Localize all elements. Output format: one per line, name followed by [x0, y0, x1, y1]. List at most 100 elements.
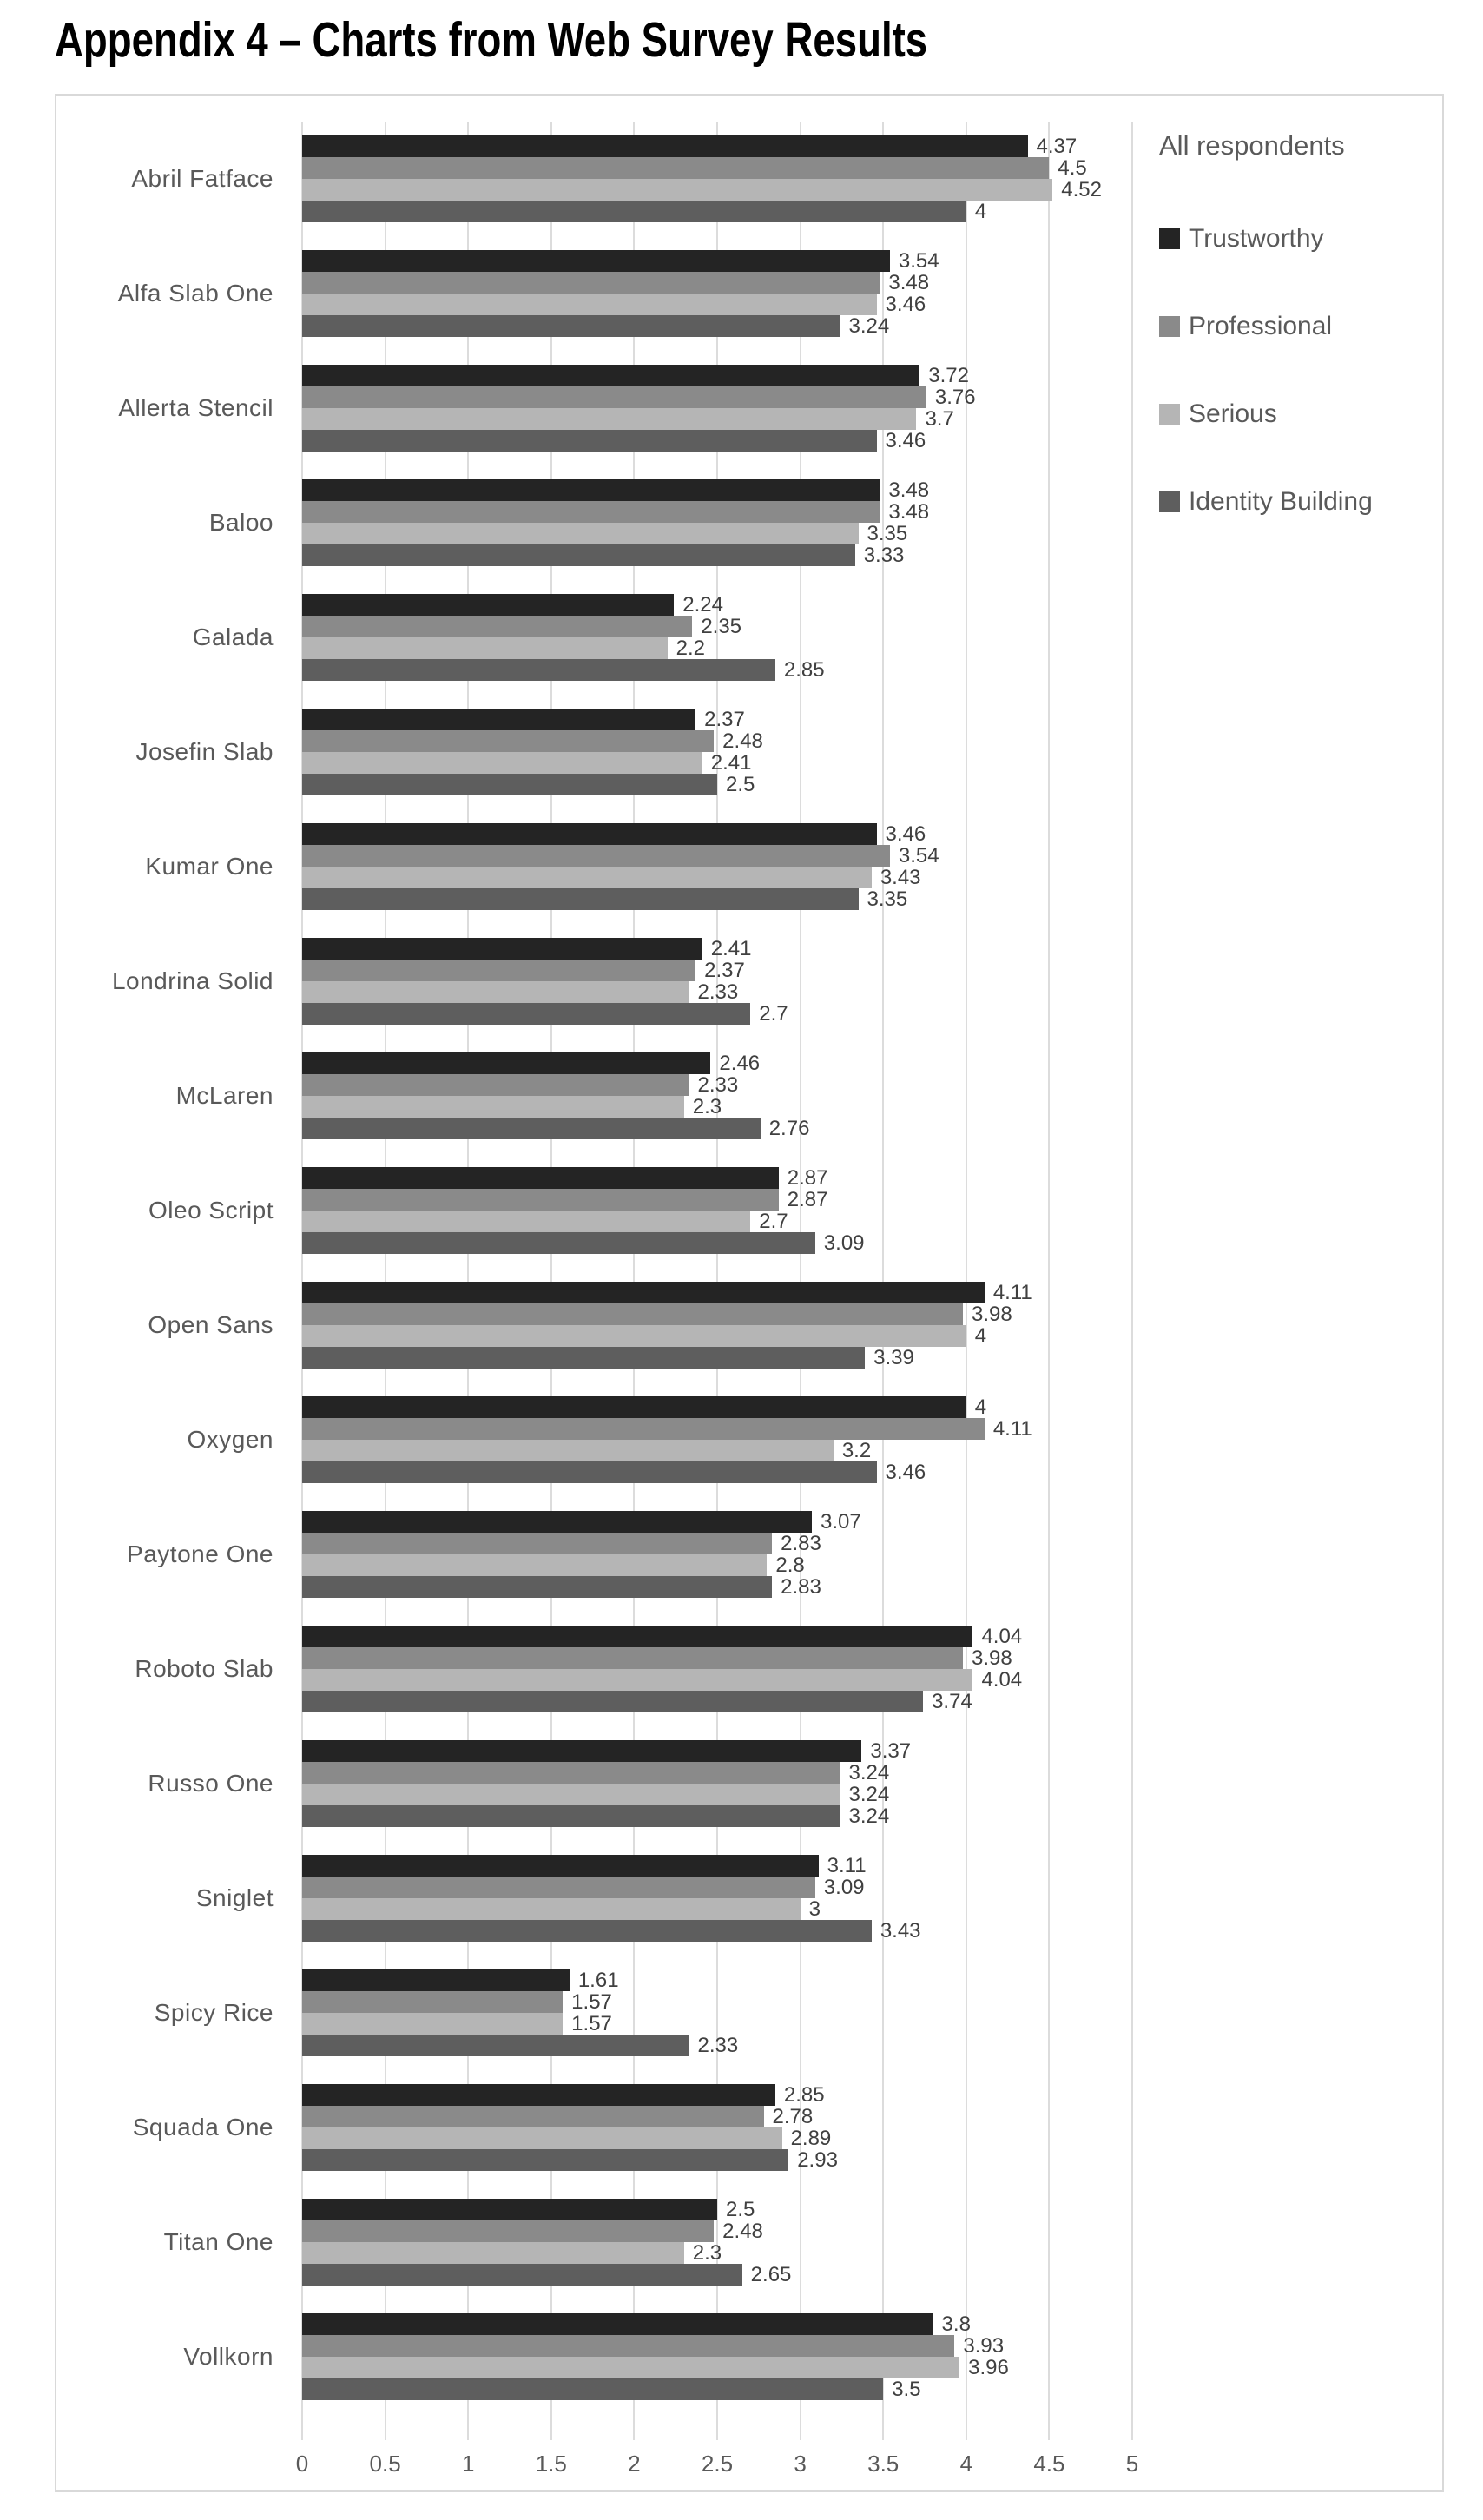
x-tick-label: 3	[794, 2451, 807, 2477]
value-label: 3.48	[888, 500, 930, 524]
gridline-0.5	[384, 122, 386, 2440]
value-label: 2.33	[697, 980, 739, 1004]
value-label: 2.35	[701, 615, 742, 638]
legend-title: All respondents	[1159, 130, 1345, 161]
bar-group: Oleo Script 2.87 2.87 2.7 3.09	[148, 1153, 1132, 1268]
value-label: 3.24	[848, 1783, 890, 1806]
legend-swatch-icon	[1159, 404, 1180, 425]
value-label: 3.35	[867, 522, 908, 545]
legend-swatch-icon	[1159, 228, 1180, 249]
bar-trustworthy	[302, 1167, 779, 1189]
bar-trustworthy	[302, 1626, 973, 1647]
gridline-4.5	[1048, 122, 1051, 2440]
bar-identity-building	[302, 544, 855, 566]
value-label: 2.46	[719, 1052, 761, 1075]
bar-trustworthy	[302, 2199, 717, 2220]
value-label: 3.54	[898, 844, 939, 867]
bar-trustworthy	[302, 823, 877, 845]
bar-trustworthy	[302, 479, 880, 501]
value-label: 2.5	[726, 2198, 755, 2221]
bar-identity-building	[302, 1347, 866, 1369]
bar-trustworthy	[302, 938, 702, 960]
value-label: 3.43	[880, 866, 921, 889]
x-tick-label: 1	[461, 2451, 475, 2477]
value-label: 2.76	[768, 1117, 810, 1140]
bar-trustworthy	[302, 250, 890, 272]
gridline-2	[633, 122, 636, 2440]
gridline-3	[799, 122, 801, 2440]
bar-group: Squada One 2.85 2.78 2.89 2.93	[133, 2070, 1132, 2185]
value-label: 3	[808, 1897, 821, 1921]
bar-identity-building	[302, 2035, 689, 2056]
bar-identity-building	[302, 1118, 761, 1139]
value-label: 3.5	[892, 2378, 921, 2401]
bar-trustworthy	[302, 1969, 570, 1991]
gridline-0	[301, 122, 303, 2440]
x-tick-label: 0	[295, 2451, 309, 2477]
x-axis: 0 0.5 1 1.5 2 2.5 3 3.5 4 4.5 5	[296, 2451, 1138, 2485]
gridline-2.5	[716, 122, 718, 2440]
bar-serious	[302, 408, 917, 430]
category-label: Oleo Script	[148, 1197, 274, 1224]
bar-professional	[302, 845, 890, 867]
bar-group: Galada 2.24 2.35 2.2 2.85	[193, 580, 1132, 695]
value-label: 2.83	[781, 1575, 821, 1599]
value-label: 3.24	[848, 1761, 890, 1784]
bar-professional	[302, 1762, 840, 1784]
value-label: 2.3	[692, 1095, 722, 1118]
value-label: 2.7	[759, 1002, 788, 1026]
category-label: Baloo	[208, 509, 274, 536]
value-label: 3.35	[867, 887, 908, 911]
bar-trustworthy	[302, 709, 696, 730]
bar-trustworthy	[302, 1511, 812, 1533]
bar-trustworthy	[302, 1282, 985, 1303]
bar-serious	[302, 637, 668, 659]
bar-professional	[302, 157, 1050, 179]
value-label: 3.09	[823, 1876, 865, 1899]
category-label: Allerta Stencil	[118, 394, 274, 421]
value-label: 3.37	[870, 1739, 912, 1763]
value-label: 4	[974, 1324, 987, 1348]
bar-serious	[302, 1440, 834, 1461]
bar-group: McLaren 2.46 2.33 2.3 2.76	[176, 1039, 1132, 1153]
x-tick-label: 4	[959, 2451, 973, 2477]
bar-serious	[302, 1784, 840, 1805]
bar-serious	[302, 981, 689, 1003]
bar-identity-building	[302, 430, 877, 452]
bar-professional	[302, 272, 880, 294]
bar-serious	[302, 1898, 801, 1920]
category-label: Roboto Slab	[135, 1655, 274, 1682]
bar-identity-building	[302, 1461, 877, 1483]
category-label: Spicy Rice	[154, 1999, 274, 2026]
plot-area: Abril Fatface 4.37 4.5 4.52 4 Alfa Slab One 3.…	[112, 122, 1133, 2440]
category-label: Squada One	[132, 2114, 274, 2141]
bar-serious	[302, 179, 1053, 201]
value-label: 4.04	[981, 1668, 1023, 1692]
category-label: Alfa Slab One	[117, 280, 274, 307]
value-label: 2.65	[750, 2263, 792, 2286]
value-label: 1.61	[577, 1969, 619, 1992]
value-label: 2.24	[682, 593, 723, 617]
bar-serious	[302, 2013, 564, 2035]
value-label: 2.48	[722, 2220, 763, 2243]
x-tick-label: 0.5	[369, 2451, 401, 2477]
chart-legend: All respondents Trustworthy Professional S…	[1149, 96, 1435, 703]
bar-group: Vollkorn 3.8 3.93 3.96 3.5	[183, 2299, 1132, 2414]
bar-group: Abril Fatface 4.37 4.5 4.52 4	[131, 122, 1132, 236]
value-label: 3.07	[820, 1510, 861, 1534]
value-label: 3.72	[928, 364, 969, 387]
bar-serious	[302, 2357, 960, 2378]
value-label: 3.74	[932, 1690, 972, 1713]
value-label: 3.33	[863, 544, 905, 567]
category-label: Oxygen	[187, 1426, 274, 1453]
value-label: 4	[974, 1395, 987, 1419]
category-label: Galada	[192, 623, 274, 650]
legend-swatch-icon	[1159, 491, 1180, 512]
category-label: Titan One	[163, 2228, 274, 2255]
bar-trustworthy	[302, 135, 1028, 157]
value-label: 2.41	[710, 751, 752, 775]
bar-professional	[302, 616, 693, 637]
legend-item-trustworthy: Trustworthy	[1159, 224, 1324, 254]
gridline-4	[965, 122, 967, 2440]
bar-group: Russo One 3.37 3.24 3.24 3.24	[148, 1726, 1132, 1841]
